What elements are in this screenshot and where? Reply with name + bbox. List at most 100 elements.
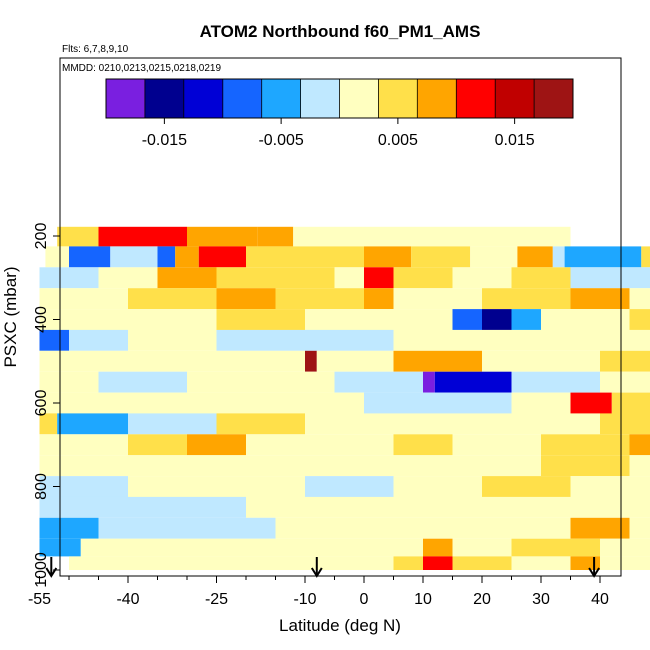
heatmap-cell xyxy=(570,288,630,310)
heatmap-cell xyxy=(552,246,565,268)
heatmap-cell xyxy=(482,329,600,351)
heatmap-cell xyxy=(452,434,541,456)
heatmap-cell xyxy=(482,476,571,497)
heatmap-cell xyxy=(334,434,394,456)
heatmap-cell xyxy=(275,288,364,310)
heatmap-cell xyxy=(128,413,217,435)
heatmap-cell xyxy=(39,392,99,414)
heatmap-cell xyxy=(511,371,600,393)
colorbar-swatch xyxy=(534,79,573,118)
heatmap-cell xyxy=(187,371,276,393)
heatmap-cell xyxy=(570,517,630,539)
heatmap-cell xyxy=(246,556,305,570)
heatmap-cell xyxy=(452,538,512,557)
heatmap-cell xyxy=(600,371,650,393)
x-tick-label: -10 xyxy=(293,591,316,608)
heatmap-cell xyxy=(157,267,217,289)
heatmap-cell xyxy=(128,496,246,518)
colorbar-swatch xyxy=(456,79,496,118)
x-tick-label: 40 xyxy=(591,591,609,608)
heatmap-cell xyxy=(393,267,453,289)
heatmap-cell xyxy=(600,350,650,372)
heatmap-cell xyxy=(69,329,128,351)
heatmap-cell xyxy=(393,288,482,310)
heatmap-cell xyxy=(39,434,128,456)
x-tick-label: -40 xyxy=(116,591,139,608)
colorbar: -0.015 -0.005 0.005 0.015 xyxy=(105,78,574,149)
heatmap-cell xyxy=(423,371,435,393)
y-tick-label: 200 xyxy=(33,223,50,250)
heatmap-cell xyxy=(157,246,176,268)
heatmap-cell xyxy=(157,556,246,570)
heatmap-cell xyxy=(364,267,394,289)
colorbar-swatch xyxy=(144,79,184,118)
chart-title: ATOM2 Northbound f60_PM1_AMS xyxy=(200,22,481,41)
heatmap-cell xyxy=(246,246,305,268)
x-tick-label: 20 xyxy=(473,591,491,608)
heatmap-cell xyxy=(216,476,305,497)
heatmap-cell xyxy=(293,226,571,247)
heatmap-cell xyxy=(98,267,158,289)
heatmap-cell xyxy=(511,309,541,330)
heatmap-cell xyxy=(570,267,650,289)
colorbar-tick-label: 0.015 xyxy=(495,132,535,149)
x-tick-label: 10 xyxy=(414,591,432,608)
axes: -70-55-40-25-100102030405060708020040060… xyxy=(28,223,609,608)
heatmap-cell xyxy=(364,309,453,330)
heatmap-cell xyxy=(541,434,630,456)
heatmap-cell xyxy=(275,517,364,539)
heatmap-cell xyxy=(452,496,541,518)
x-tick-label: -25 xyxy=(205,591,228,608)
heatmap-cell xyxy=(128,455,246,477)
colorbar-swatch xyxy=(417,79,457,118)
heatmap-cell xyxy=(411,246,471,268)
heatmap-cell xyxy=(570,392,612,414)
heatmap-cell xyxy=(482,350,600,372)
heatmap-cell xyxy=(39,413,58,435)
heatmap-cell xyxy=(334,267,364,289)
heatmap-cell xyxy=(246,496,364,518)
heatmap-cell xyxy=(393,329,482,351)
heatmap-cell xyxy=(305,350,317,372)
heatmap-cell xyxy=(187,226,258,247)
flights-label: Flts: 6,7,8,9,10 xyxy=(62,44,129,55)
heatmap-cell xyxy=(364,413,453,435)
heatmap-cell xyxy=(110,246,158,268)
heatmap-cell xyxy=(128,476,217,497)
heatmap-cell xyxy=(57,413,129,435)
heatmap-cell xyxy=(128,309,217,330)
heatmap-cell xyxy=(305,309,364,330)
heatmap-cell xyxy=(517,246,553,268)
heatmap-cell xyxy=(482,309,512,330)
x-tick-label: 30 xyxy=(532,591,550,608)
heatmap-cell xyxy=(452,455,541,477)
heatmap-cell xyxy=(275,371,335,393)
y-tick-label: 1000 xyxy=(33,552,50,588)
heatmap-cell xyxy=(541,455,630,477)
heatmap-cell xyxy=(570,476,650,497)
x-tick-label: 0 xyxy=(360,591,369,608)
heatmap-cell xyxy=(511,556,571,570)
heatmap-cell xyxy=(187,517,276,539)
heatmap-cell xyxy=(305,413,364,435)
heatmap-cells xyxy=(39,226,650,570)
heatmap-cell xyxy=(216,413,305,435)
heatmap-cell xyxy=(452,413,541,435)
heatmap-cell xyxy=(39,476,128,497)
heatmap-cell xyxy=(452,309,482,330)
arrow-marker xyxy=(45,557,58,578)
heatmap-cell xyxy=(423,556,453,570)
heatmap-cell xyxy=(611,392,650,414)
heatmap-cell xyxy=(305,476,394,497)
heatmap-cell xyxy=(246,455,364,477)
heatmap-cell xyxy=(305,246,364,268)
heatmap-cell xyxy=(364,496,453,518)
heatmap-cell xyxy=(511,392,571,414)
heatmap-cell xyxy=(364,350,394,372)
heatmap-cell xyxy=(275,538,364,557)
y-tick-label: 400 xyxy=(33,306,50,333)
heatmap-cell xyxy=(334,371,423,393)
y-tick-label: 800 xyxy=(33,473,50,500)
colorbar-swatch xyxy=(495,79,535,118)
heatmap-cell xyxy=(98,517,187,539)
